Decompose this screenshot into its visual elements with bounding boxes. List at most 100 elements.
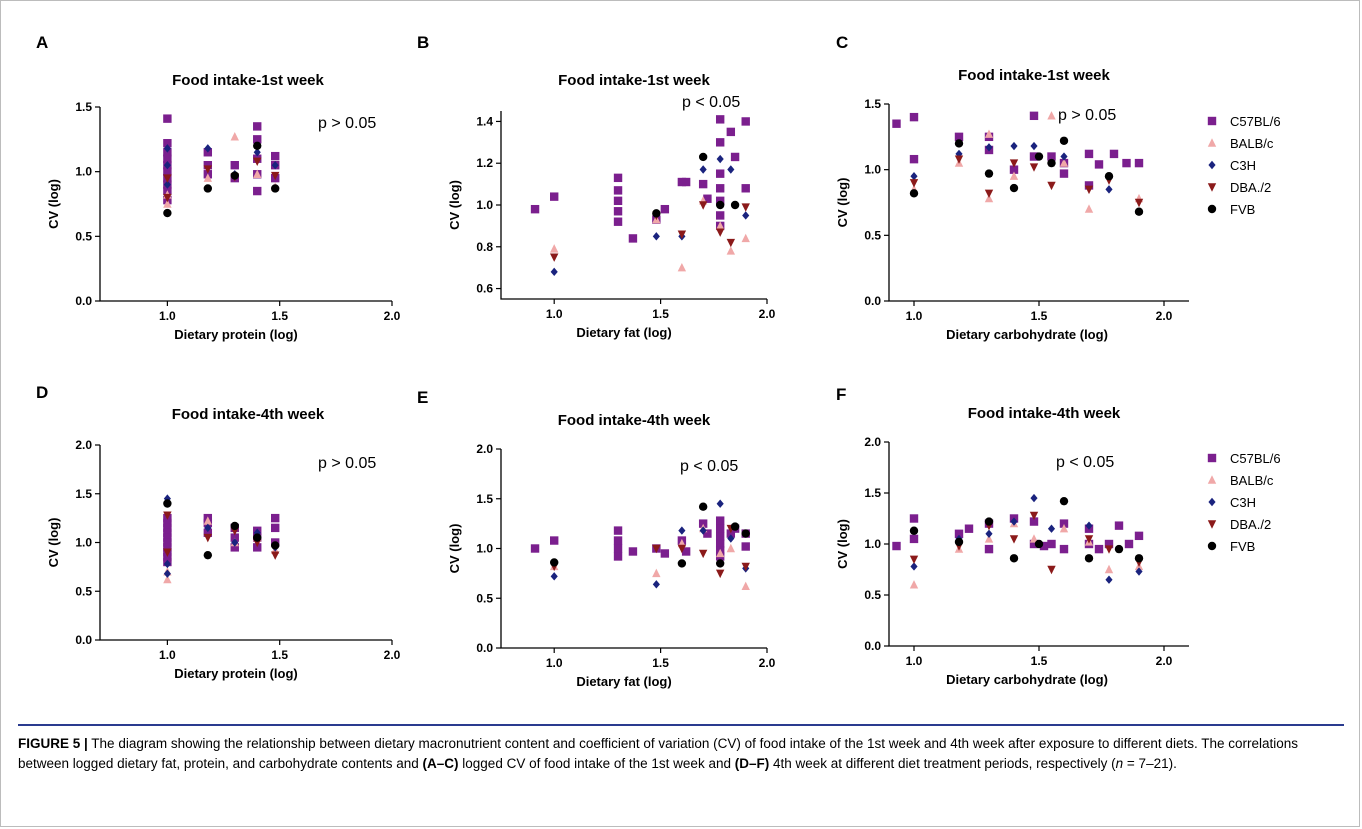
- data-point: [271, 523, 280, 533]
- data-point: [1029, 511, 1039, 521]
- series-dba-2: [909, 155, 1144, 208]
- data-point: [253, 186, 262, 196]
- p-value-label: p < 0.05: [1056, 454, 1114, 471]
- data-point: [1030, 141, 1038, 151]
- data-point: [677, 559, 687, 568]
- data-point: [715, 559, 725, 568]
- data-point: [1134, 158, 1144, 168]
- data-point: [163, 199, 172, 208]
- data-point: [230, 533, 239, 542]
- x-tick-label: 2.0: [1156, 309, 1173, 323]
- data-point: [715, 115, 725, 124]
- data-point: [163, 174, 172, 183]
- data-point: [909, 154, 919, 164]
- x-axis-label: Dietary carbohydrate (log): [946, 327, 1108, 342]
- y-tick-label: 1.0: [864, 163, 881, 177]
- panel-f: F Food intake-4th week 0.0 0.5 1.0 1.5 2.0 1.0 1…: [835, 385, 1281, 687]
- series-fvb: [909, 496, 1144, 563]
- x-tick-label: 2.0: [384, 648, 401, 662]
- data-point: [163, 139, 172, 148]
- series-dba-2: [163, 511, 280, 560]
- data-point: [910, 172, 918, 181]
- data-point: [652, 544, 661, 554]
- data-point: [715, 524, 725, 533]
- data-point: [715, 211, 725, 220]
- x-tick-label: 1.5: [271, 648, 288, 662]
- data-point: [231, 538, 239, 547]
- data-point: [954, 139, 964, 148]
- data-point: [652, 209, 661, 218]
- data-point: [698, 502, 708, 511]
- data-point: [1134, 207, 1144, 216]
- panel-letter: E: [417, 388, 428, 407]
- y-tick-label: 2.0: [75, 438, 92, 452]
- data-point: [163, 161, 171, 170]
- data-point: [726, 127, 736, 137]
- legend-marker: [1208, 497, 1216, 507]
- panel-e: E Food intake-4th week 0.0 0.5 1.0 1.5 2.0 1.0 1…: [417, 388, 776, 689]
- data-point: [715, 184, 725, 193]
- data-point: [715, 539, 725, 548]
- data-point: [271, 151, 280, 161]
- data-point: [909, 555, 919, 564]
- data-point: [203, 184, 213, 193]
- data-point: [715, 569, 725, 579]
- panel-letter: B: [417, 33, 429, 52]
- data-point: [909, 179, 919, 188]
- data-point: [699, 165, 707, 174]
- data-point: [1084, 149, 1094, 159]
- data-point: [163, 114, 172, 123]
- y-tick-label: 0.0: [864, 639, 881, 653]
- data-point: [1059, 496, 1069, 506]
- data-point: [163, 154, 172, 163]
- chart-title: Food intake-1st week: [172, 72, 324, 89]
- data-point: [716, 499, 724, 508]
- series-c57bl-6: [530, 115, 750, 243]
- data-point: [203, 173, 213, 182]
- p-value-label: p > 0.05: [318, 115, 376, 132]
- data-point: [741, 529, 750, 538]
- x-axis-label: Dietary fat (log): [576, 325, 671, 340]
- legend-marker: [1207, 183, 1217, 192]
- data-point: [230, 132, 239, 141]
- data-point: [984, 129, 994, 138]
- data-point: [1134, 554, 1144, 563]
- series-balb-c: [909, 518, 1144, 589]
- data-point: [715, 138, 725, 147]
- data-point: [703, 529, 712, 538]
- y-axis-label: CV (log): [835, 178, 850, 228]
- data-point: [677, 544, 687, 554]
- data-point: [727, 165, 735, 174]
- caption-part4: = 7–21).: [1123, 756, 1177, 771]
- data-point: [741, 233, 750, 243]
- caption-part1: The diagram showing the relationship bet…: [18, 736, 1298, 771]
- legend-label: BALB/c: [1230, 473, 1274, 488]
- legend-marker: [1207, 520, 1217, 529]
- y-tick-label: 1.5: [75, 487, 92, 501]
- data-point: [1104, 545, 1114, 554]
- y-tick-label: 2.0: [864, 435, 881, 449]
- data-point: [1029, 111, 1039, 121]
- data-point: [652, 232, 660, 241]
- legend-marker: [1207, 541, 1217, 551]
- x-axis-label: Dietary protein (log): [174, 666, 298, 681]
- data-point: [613, 196, 623, 206]
- y-tick-label: 0.5: [75, 584, 92, 598]
- data-point: [271, 541, 280, 550]
- series-c3h: [550, 499, 750, 589]
- data-point: [909, 580, 919, 589]
- data-point: [1029, 163, 1039, 172]
- data-point: [613, 173, 623, 183]
- data-point: [1060, 152, 1068, 161]
- x-tick-label: 2.0: [759, 656, 776, 670]
- x-tick-label: 1.5: [652, 656, 669, 670]
- data-point: [954, 529, 964, 538]
- data-point: [1029, 539, 1039, 549]
- data-point: [660, 204, 670, 214]
- data-point: [550, 536, 559, 545]
- data-point: [698, 201, 708, 210]
- data-point: [741, 117, 750, 126]
- figure-caption: FIGURE 5 | The diagram showing the relat…: [18, 734, 1344, 774]
- data-point: [1059, 519, 1069, 528]
- data-point: [1047, 565, 1056, 575]
